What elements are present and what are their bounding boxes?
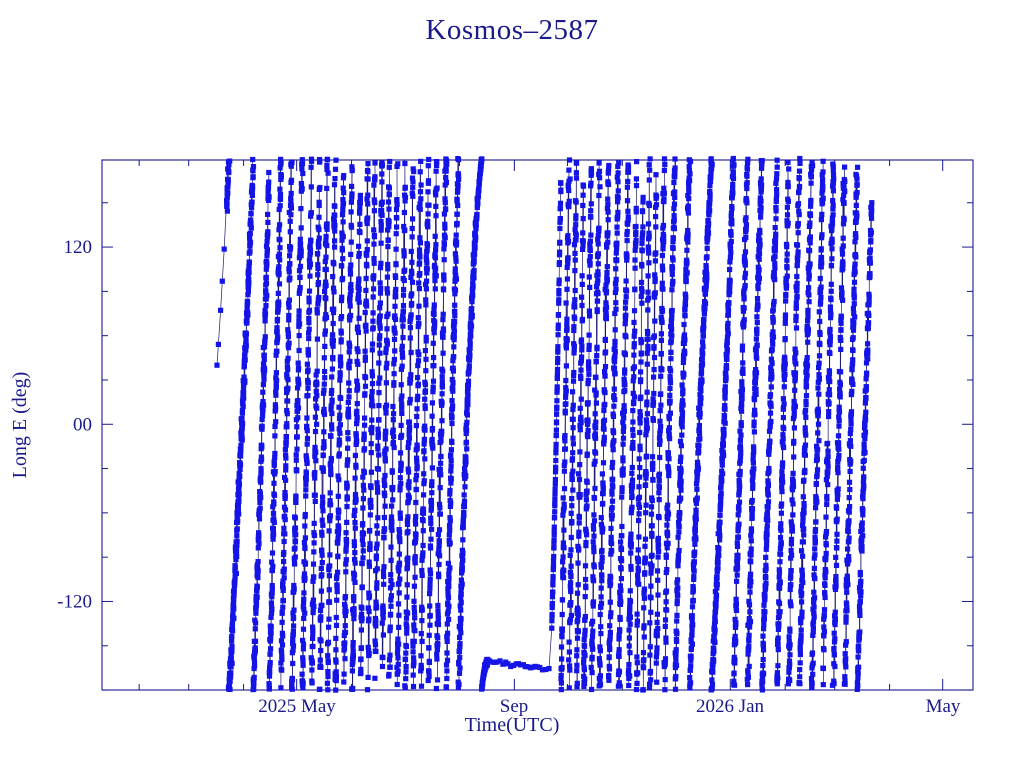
- svg-text:120: 120: [64, 237, 93, 258]
- svg-text:May: May: [926, 696, 961, 717]
- svg-text:-120: -120: [57, 592, 92, 613]
- svg-text:00: 00: [73, 414, 92, 435]
- svg-text:2025 May: 2025 May: [258, 696, 336, 717]
- svg-text:2026 Jan: 2026 Jan: [696, 696, 765, 717]
- svg-text:Long E (deg): Long E (deg): [9, 372, 31, 479]
- svg-text:Time(UTC): Time(UTC): [465, 714, 560, 736]
